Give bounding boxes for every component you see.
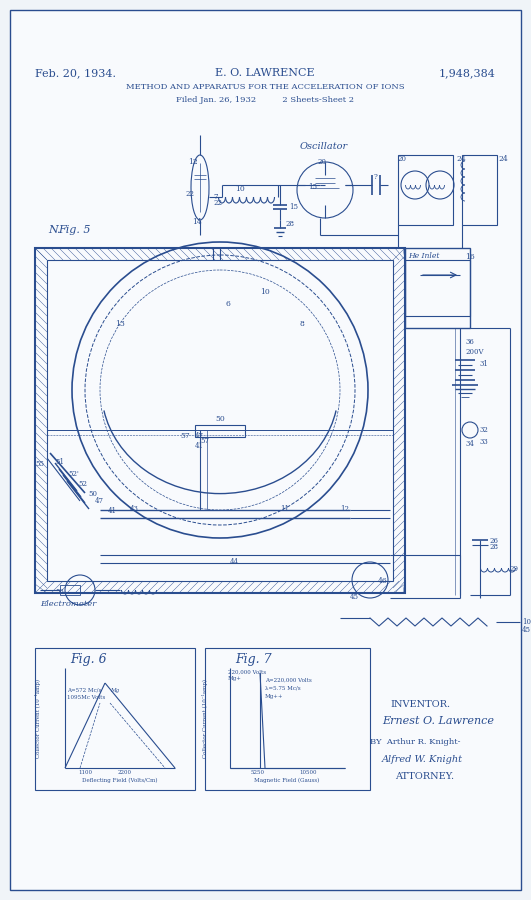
Text: 1,948,384: 1,948,384	[439, 68, 496, 78]
Text: 52': 52'	[68, 470, 79, 478]
Bar	[47, 260, 393, 581]
Text: 57: 57	[200, 437, 209, 445]
Text: 34: 34	[465, 440, 474, 448]
Text: 50: 50	[215, 415, 225, 423]
Text: 31: 31	[480, 360, 489, 368]
Text: A=220,000 Volts: A=220,000 Volts	[265, 678, 312, 683]
Text: 53: 53	[55, 588, 64, 596]
Text: A=572 Mc/s: A=572 Mc/s	[67, 688, 101, 693]
Text: 22: 22	[213, 199, 222, 207]
Text: E. O. LAWRENCE: E. O. LAWRENCE	[215, 68, 315, 78]
Text: λ=5.75 Mc/s: λ=5.75 Mc/s	[265, 686, 301, 691]
Bar	[405, 248, 470, 328]
Text: 6: 6	[225, 300, 230, 308]
Bar	[35, 648, 195, 790]
Text: N.: N.	[48, 225, 61, 235]
Text: 1100: 1100	[78, 770, 92, 775]
Text: 1095Mc Volts: 1095Mc Volts	[67, 695, 105, 700]
Text: Collector Current (10⁻¹amp): Collector Current (10⁻¹amp)	[35, 679, 41, 758]
Text: INVENTOR.: INVENTOR.	[390, 700, 450, 709]
Text: 45: 45	[522, 626, 531, 634]
Text: 2200: 2200	[118, 770, 132, 775]
Text: 12: 12	[340, 505, 349, 513]
Text: 47: 47	[195, 432, 204, 440]
Text: 28: 28	[286, 220, 295, 228]
Text: Fig. 5: Fig. 5	[58, 225, 90, 235]
Text: Oscillator: Oscillator	[300, 142, 348, 151]
Text: Filed Jan. 26, 1932          2 Sheets-Sheet 2: Filed Jan. 26, 1932 2 Sheets-Sheet 2	[176, 96, 354, 104]
Text: Fig. 7: Fig. 7	[235, 653, 272, 666]
Text: 14: 14	[192, 218, 202, 226]
Text: 11: 11	[280, 505, 289, 513]
Text: Mg++: Mg++	[265, 694, 284, 699]
Text: 33: 33	[480, 438, 489, 446]
Text: ?: ?	[374, 173, 378, 181]
Text: Mg+: Mg+	[228, 676, 242, 681]
Text: 46: 46	[378, 577, 388, 585]
Text: 7: 7	[213, 193, 218, 201]
Bar	[398, 155, 453, 225]
Text: Ernest O. Lawrence: Ernest O. Lawrence	[382, 716, 494, 726]
Text: He Inlet: He Inlet	[408, 252, 440, 260]
Text: 41: 41	[195, 442, 204, 450]
Text: 10500: 10500	[299, 770, 317, 775]
Text: 200V: 200V	[465, 348, 484, 356]
Text: 50: 50	[88, 490, 97, 498]
Bar	[35, 248, 405, 593]
Text: 43: 43	[130, 505, 139, 513]
Text: 20: 20	[397, 155, 406, 163]
Text: 29: 29	[510, 565, 519, 573]
Text: 55: 55	[35, 460, 44, 468]
Text: 16: 16	[465, 253, 475, 261]
Bar	[405, 260, 470, 316]
Text: 20: 20	[318, 158, 327, 166]
Text: 52: 52	[78, 480, 87, 488]
Text: ATTORNEY.: ATTORNEY.	[395, 772, 454, 781]
Text: BY  Arthur R. Knight-: BY Arthur R. Knight-	[370, 738, 460, 746]
Text: 1000V: 1000V	[522, 618, 531, 626]
Text: 32: 32	[480, 426, 489, 434]
Text: 220,000 Volts: 220,000 Volts	[228, 670, 266, 675]
Text: Alfred W. Knight: Alfred W. Knight	[382, 755, 463, 764]
Text: 10: 10	[235, 185, 245, 193]
Text: 44: 44	[230, 558, 239, 566]
Text: Feb. 20, 1934.: Feb. 20, 1934.	[35, 68, 116, 78]
Text: METHOD AND APPARATUS FOR THE ACCELERATION OF IONS: METHOD AND APPARATUS FOR THE ACCELERATIO…	[126, 83, 404, 91]
Text: 15: 15	[289, 203, 298, 211]
Text: 51: 51	[55, 458, 64, 466]
Text: 45: 45	[350, 593, 359, 601]
Bar	[60, 585, 80, 595]
Text: 41: 41	[108, 507, 117, 515]
Text: 28: 28	[490, 543, 499, 551]
Text: 36: 36	[465, 338, 474, 346]
Text: 57: 57	[180, 432, 190, 440]
Text: Fig. 6: Fig. 6	[70, 653, 107, 666]
Bar	[205, 648, 370, 790]
Text: 5250: 5250	[251, 770, 265, 775]
Text: 47: 47	[95, 497, 104, 505]
Text: 15: 15	[308, 183, 317, 191]
Text: 24: 24	[498, 155, 508, 163]
Text: 12: 12	[188, 158, 198, 166]
Text: 22: 22	[185, 190, 194, 198]
Text: 26: 26	[490, 537, 499, 545]
Text: Collector Current (10⁻¹amp): Collector Current (10⁻¹amp)	[202, 679, 208, 758]
Bar	[195, 425, 245, 437]
Text: 10: 10	[260, 288, 270, 296]
Text: 8: 8	[300, 320, 305, 328]
Bar	[462, 155, 497, 225]
Text: Electrometer: Electrometer	[40, 600, 96, 608]
Text: 13: 13	[115, 320, 125, 328]
Text: Mg: Mg	[110, 688, 119, 693]
Text: Deflecting Field (Volts/Cm): Deflecting Field (Volts/Cm)	[82, 778, 158, 783]
Text: Magnetic Field (Gauss): Magnetic Field (Gauss)	[254, 778, 320, 783]
Text: 24: 24	[456, 155, 466, 163]
